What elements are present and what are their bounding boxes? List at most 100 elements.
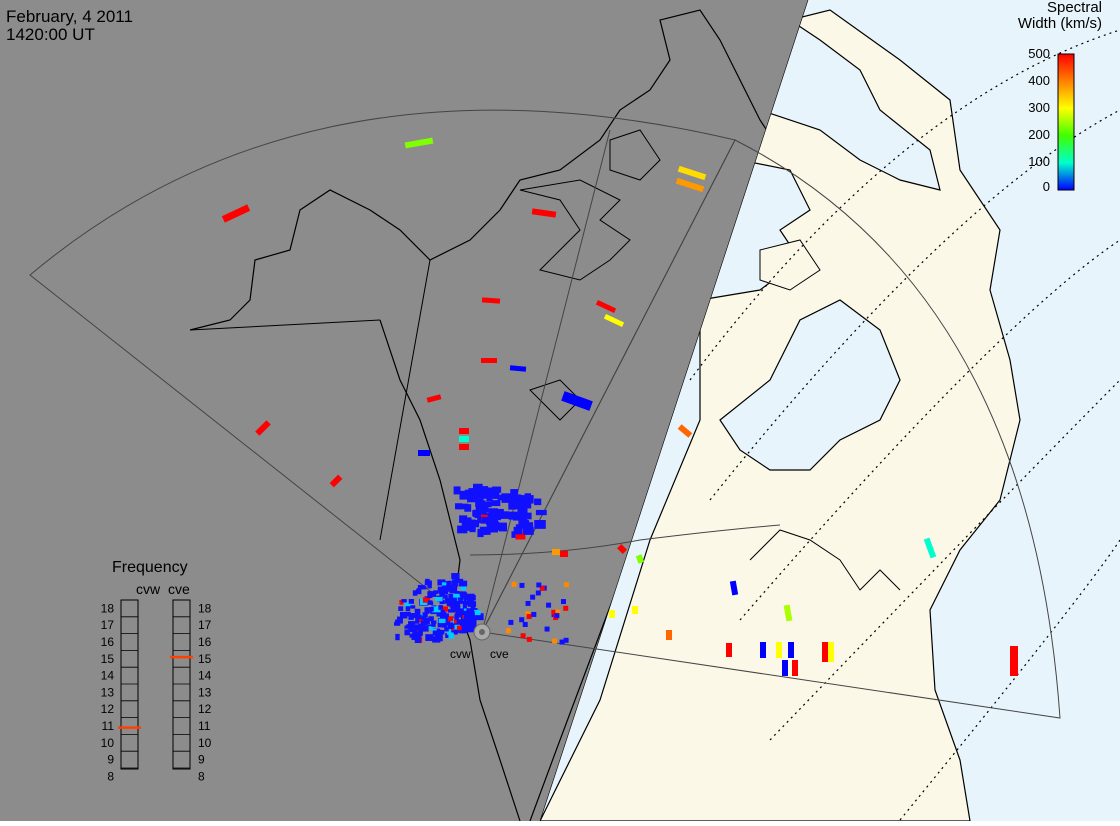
- scatter-cell: [438, 605, 443, 610]
- freq-level-left: 8: [107, 769, 114, 783]
- freq-label-cve: cve: [168, 581, 190, 597]
- scatter-cell: [510, 489, 519, 497]
- scatter-cell: [427, 591, 433, 599]
- scatter-cell: [531, 208, 557, 218]
- scatter-cell: [432, 630, 441, 636]
- scatter-cell: [439, 592, 445, 597]
- scatter-cell: [788, 642, 794, 658]
- scatter-cell: [546, 602, 552, 608]
- freq-level-left: 18: [101, 601, 115, 615]
- frequency-title: Frequency: [112, 559, 188, 576]
- scatter-cell: [617, 544, 627, 554]
- scatter-cell: [923, 537, 937, 559]
- scatter-cell: [491, 500, 501, 507]
- scatter-cell: [493, 508, 504, 515]
- scatter-cell: [418, 450, 430, 456]
- scatter-cell: [408, 598, 414, 604]
- scatter-cell: [404, 629, 410, 636]
- scatter-cell: [480, 528, 487, 536]
- scatter-cell: [412, 624, 420, 629]
- scatter-cell: [459, 623, 466, 631]
- colorbar-tick: 300: [1028, 100, 1050, 115]
- scatter-cell: [561, 391, 593, 411]
- scatter-cell: [438, 630, 443, 637]
- scatter-cell: [435, 596, 443, 602]
- scatter-cell: [425, 634, 434, 641]
- scatter-cell: [448, 598, 456, 603]
- time-label: 1420:00 UT: [6, 25, 95, 44]
- scatter-cell: [515, 524, 522, 531]
- scatter-cell: [482, 487, 495, 496]
- scatter-cell: [421, 616, 427, 621]
- scatter-cell: [452, 599, 461, 606]
- scatter-cell: [465, 613, 475, 621]
- freq-label-cvw: cvw: [136, 581, 161, 597]
- scatter-cell: [474, 609, 481, 617]
- scatter-cell: [475, 506, 487, 515]
- scatter-cell: [255, 420, 271, 436]
- scatter-cell: [439, 587, 449, 595]
- scatter-cell: [439, 600, 445, 605]
- scatter-cell: [451, 581, 458, 587]
- scatter-cell: [632, 606, 638, 614]
- scatter-cell: [554, 613, 560, 619]
- scatter-cell: [406, 624, 411, 629]
- scatter-cell: [457, 525, 468, 534]
- scatter-cell: [429, 606, 434, 612]
- scatter-cell: [426, 394, 442, 403]
- scatter-cell: [481, 517, 490, 524]
- scatter-cell: [398, 606, 404, 611]
- scatter-cell: [427, 600, 433, 605]
- freq-level-left: 12: [101, 702, 115, 716]
- scatter-cell: [479, 501, 492, 508]
- scatter-cell: [419, 586, 427, 590]
- scatter-cell: [459, 490, 469, 500]
- scatter-cell: [468, 619, 473, 625]
- colorbar-ticks: 500 400 300 200 100 0: [1028, 46, 1050, 194]
- scatter-cell: [442, 606, 448, 612]
- scatter-cell: [519, 617, 525, 623]
- radar-fov: [29, 109, 1061, 719]
- scatter-cell: [469, 611, 475, 615]
- latitude-grid: [689, 29, 1120, 821]
- scatter-cell: [477, 498, 484, 507]
- scatter-cell: [415, 614, 422, 620]
- station-center: [479, 629, 485, 635]
- scatter-cell: [520, 512, 528, 521]
- scatter-cell: [456, 619, 466, 625]
- colorbar-tick: 0: [1043, 179, 1050, 194]
- scatter-cell: [442, 613, 449, 617]
- scatter-cell: [491, 513, 501, 521]
- scatter-cell: [519, 582, 525, 588]
- freq-level-right: 16: [198, 635, 212, 649]
- scatter-cell: [431, 606, 441, 613]
- scatter-cell: [635, 554, 645, 564]
- scatter-cell: [422, 597, 431, 603]
- scatter-cell: [792, 660, 798, 676]
- scatter-cell: [508, 500, 516, 510]
- scatter-cell: [523, 526, 534, 535]
- scatter-cell: [515, 531, 526, 540]
- scatter-cell: [486, 493, 493, 502]
- scatter-cell: [782, 660, 788, 676]
- scatter-cell: [462, 604, 467, 609]
- scatter-cell: [472, 510, 479, 517]
- colorbar-tick: 200: [1028, 127, 1050, 142]
- scatter-cell: [535, 590, 541, 596]
- scatter-cell: [510, 494, 523, 504]
- scatter-cell: [555, 609, 561, 615]
- scatter-cell: [481, 297, 501, 304]
- scatter-cell: [473, 483, 483, 492]
- scatter-cell: [419, 627, 425, 632]
- scatter-cell: [523, 497, 530, 505]
- scatter-cell: [466, 600, 475, 606]
- frequency-panel: cvw cve 18 18 17 17 16 16 15 15 14 14 13 13 12 12 11 11…: [101, 581, 212, 783]
- scatter-cell: [526, 613, 532, 619]
- scatter-cell: [536, 582, 542, 588]
- scatter-cell: [449, 586, 458, 594]
- scatter-cell: [453, 486, 461, 495]
- scatter-cell: [453, 593, 460, 598]
- freq-level-left: 9: [107, 753, 114, 767]
- scatter-cell: [525, 600, 531, 606]
- freq-level-left: 16: [101, 635, 115, 649]
